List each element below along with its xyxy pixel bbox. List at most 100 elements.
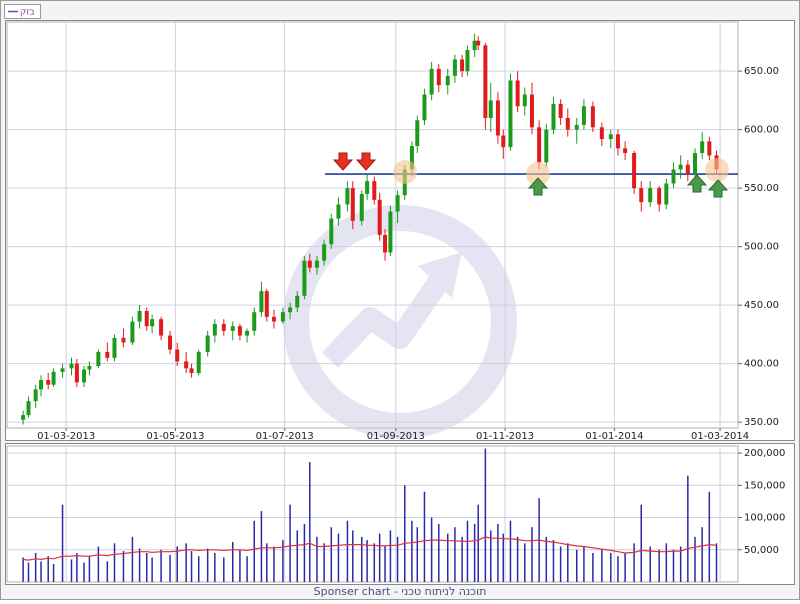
legend-box bbox=[4, 4, 41, 19]
candle-body bbox=[359, 193, 364, 221]
buy-arrow bbox=[527, 177, 549, 196]
volume-bar bbox=[22, 557, 24, 582]
volume-bar bbox=[40, 561, 42, 582]
volume-panel bbox=[5, 443, 795, 585]
watermark-arrow bbox=[322, 273, 450, 368]
candle-body bbox=[105, 351, 110, 358]
candle-body bbox=[60, 368, 65, 372]
volume-bar bbox=[303, 523, 306, 582]
candle-body bbox=[230, 326, 235, 331]
volume-bar bbox=[679, 546, 682, 582]
volume-bar bbox=[516, 536, 519, 582]
volume-bar bbox=[289, 504, 291, 582]
candle-body bbox=[307, 260, 312, 268]
volume-bar bbox=[106, 561, 109, 582]
candle-body bbox=[51, 371, 56, 385]
volume-bar bbox=[601, 549, 603, 582]
candle-body bbox=[121, 337, 126, 343]
volume-bar bbox=[404, 485, 406, 582]
y-tick-label: 150,000 bbox=[744, 480, 785, 491]
candle-body bbox=[574, 124, 579, 130]
volume-bar bbox=[282, 540, 284, 582]
candle-body bbox=[429, 68, 434, 95]
volume-bar bbox=[617, 556, 619, 582]
candle-body bbox=[693, 153, 697, 175]
candle-body bbox=[632, 153, 637, 189]
x-tick-label: 01-11-2013 bbox=[476, 431, 534, 442]
volume-bar bbox=[466, 520, 469, 582]
y-tick-label: 400.00 bbox=[744, 359, 779, 370]
legend-label: בזק bbox=[20, 8, 35, 18]
volume-bar bbox=[176, 546, 178, 582]
y-tick-label: 200,000 bbox=[744, 448, 785, 459]
candle-body bbox=[350, 188, 355, 221]
candle-body bbox=[488, 100, 493, 118]
volume-bar bbox=[438, 523, 440, 582]
volume-bar bbox=[122, 551, 125, 582]
candle-body bbox=[395, 195, 400, 212]
candle-body bbox=[529, 94, 534, 128]
volume-bar bbox=[497, 523, 499, 582]
candle-body bbox=[648, 188, 653, 203]
volume-bar bbox=[296, 530, 298, 582]
candle-body bbox=[383, 234, 388, 253]
volume-bar bbox=[253, 520, 255, 582]
volume-bar bbox=[384, 546, 386, 582]
candle-body bbox=[237, 326, 242, 336]
sell-arrow bbox=[332, 152, 354, 171]
candle-body bbox=[144, 310, 149, 327]
volume-bar bbox=[27, 562, 30, 582]
volume-bar bbox=[461, 536, 463, 582]
volume-bar bbox=[640, 504, 642, 582]
candle-body bbox=[336, 204, 341, 219]
candle-body bbox=[259, 291, 264, 313]
volume-bar bbox=[223, 557, 225, 582]
volume-bar bbox=[206, 548, 209, 582]
candle-body bbox=[112, 337, 117, 358]
volume-bar bbox=[454, 527, 456, 582]
candle-body bbox=[377, 199, 382, 235]
candle-body bbox=[460, 59, 465, 72]
sell-arrow bbox=[355, 152, 377, 171]
candle-body bbox=[280, 312, 285, 322]
candle-body bbox=[87, 365, 92, 370]
x-tick-label: 01-03-2014 bbox=[691, 431, 749, 442]
candle-body bbox=[196, 351, 201, 374]
watermark-arrowhead bbox=[418, 252, 462, 298]
candle-body bbox=[615, 134, 620, 149]
volume-bar bbox=[672, 549, 675, 582]
y-tick-label: 500.00 bbox=[744, 242, 779, 253]
volume-bar bbox=[197, 556, 200, 582]
volume-bar bbox=[169, 554, 171, 582]
volume-bar bbox=[273, 546, 275, 582]
candle-body bbox=[26, 401, 31, 416]
candle-body bbox=[189, 368, 194, 374]
y-tick-label: 600.00 bbox=[744, 125, 779, 136]
candle-body bbox=[175, 349, 180, 362]
volume-bar bbox=[416, 527, 419, 582]
volume-bar bbox=[190, 551, 193, 582]
volume-bar bbox=[576, 549, 578, 582]
watermark-ring bbox=[283, 205, 517, 439]
volume-bar bbox=[266, 543, 268, 582]
candle-body bbox=[184, 361, 189, 369]
candle-body bbox=[700, 141, 705, 154]
volume-bar bbox=[138, 548, 141, 582]
candle-body bbox=[537, 127, 542, 163]
volume-bar bbox=[694, 536, 696, 582]
volume-bar bbox=[477, 504, 479, 582]
volume-bar bbox=[246, 556, 248, 582]
candle-body bbox=[657, 188, 662, 205]
volume-bar bbox=[146, 552, 148, 582]
volume-plot bbox=[6, 445, 739, 583]
candle-body bbox=[544, 129, 549, 163]
candle-body bbox=[664, 183, 669, 205]
candle-body bbox=[515, 80, 520, 107]
volume-bar bbox=[97, 546, 100, 582]
candle-body bbox=[495, 100, 500, 136]
candle-body bbox=[69, 363, 74, 369]
y-tick-label: 350.00 bbox=[744, 417, 779, 428]
volume-bar bbox=[70, 559, 73, 582]
candle-body bbox=[476, 40, 481, 46]
candle-body bbox=[436, 68, 441, 86]
